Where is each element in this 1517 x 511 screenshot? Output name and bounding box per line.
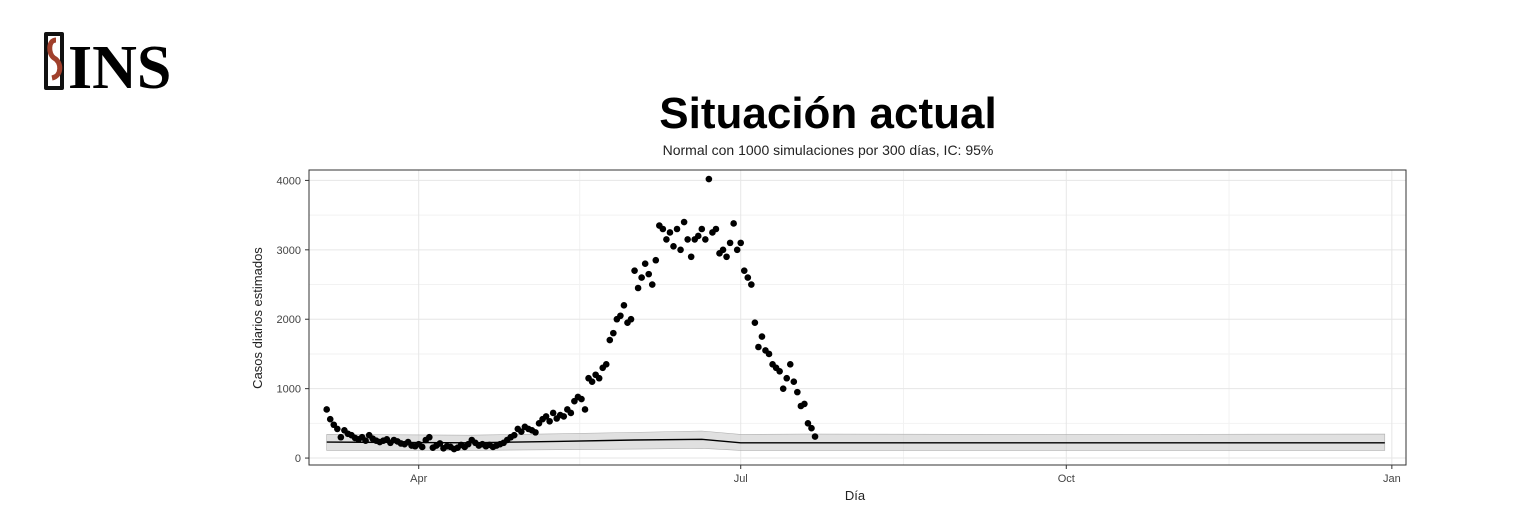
data-point [326,415,334,423]
data-point [641,260,649,268]
y-tick-label: 0 [295,453,301,465]
logo-text: INS [68,34,171,98]
x-tick-label: Jul [734,473,748,485]
data-point [436,440,444,447]
data-point [684,236,691,243]
data-point [670,243,677,250]
data-point [733,246,741,254]
data-point [808,424,815,432]
data-point [567,409,575,417]
data-point [426,433,433,441]
x-axis: Apr Jul Oct Jan [410,465,1401,485]
data-point [687,253,695,261]
data-point [790,378,798,386]
data-point [794,388,801,396]
data-point [659,225,667,233]
data-point [740,267,748,274]
data-point [645,270,653,278]
points-layer [323,175,819,453]
data-point [638,274,645,281]
data-point [588,378,596,386]
y-tick-label: 4000 [277,175,301,187]
y-axis-label: Casos diarios estimados [250,247,265,389]
chart-title: Situación actual [659,89,996,138]
data-point [786,361,794,368]
data-point [634,284,642,292]
data-point [663,236,670,243]
data-point [677,246,684,254]
y-tick-label: 3000 [277,245,301,257]
x-axis-label: Día [845,488,866,503]
data-point [510,431,518,439]
data-point [723,253,730,261]
data-point [748,281,755,288]
data-point [578,395,585,403]
data-point [418,443,426,451]
data-point [542,413,550,420]
data-point [737,239,745,247]
data-point [680,218,688,226]
data-point [334,425,341,433]
data-point [648,281,656,288]
data-point [758,333,766,340]
x-tick-label: Jan [1383,473,1401,485]
data-point [610,329,617,337]
chart-subtitle: Normal con 1000 simulaciones por 300 día… [663,142,994,158]
x-tick-label: Apr [410,473,427,485]
data-point [518,428,525,435]
data-point [783,374,791,382]
data-point [804,420,812,427]
data-point [811,433,819,440]
confidence-band-layer [326,430,1386,451]
data-point [560,413,568,420]
data-point [705,175,713,183]
data-point [744,274,752,281]
data-point [362,437,369,445]
data-point [712,225,720,233]
ins-logo-icon: INS [44,32,171,98]
data-point [627,315,635,323]
data-point [801,400,808,408]
data-point [546,417,553,425]
data-point [549,409,557,417]
data-point [719,246,727,254]
data-point [532,429,539,436]
data-point [776,367,783,375]
data-point [765,350,773,358]
data-point [673,225,681,233]
data-point [751,319,759,327]
x-tick-label: Oct [1058,473,1075,485]
data-point [602,361,610,368]
data-point [581,406,589,413]
data-point [620,302,628,309]
data-point [337,433,345,441]
data-point [631,267,638,274]
y-axis: 0 1000 2000 3000 4000 [277,175,309,465]
grid [309,170,1406,465]
data-point [702,236,709,243]
data-point [323,406,330,413]
data-point [698,225,706,233]
data-point [595,374,603,382]
y-tick-label: 1000 [277,384,301,396]
data-point [666,229,674,236]
data-point [652,256,660,264]
data-point [694,232,702,240]
plot-panel [308,169,1407,466]
data-point [606,336,614,344]
data-point [755,343,762,351]
data-point [779,385,787,392]
data-point [617,312,624,320]
y-tick-label: 2000 [277,314,301,326]
data-point [730,220,737,227]
confidence-band [326,430,1386,451]
data-point [726,239,734,247]
